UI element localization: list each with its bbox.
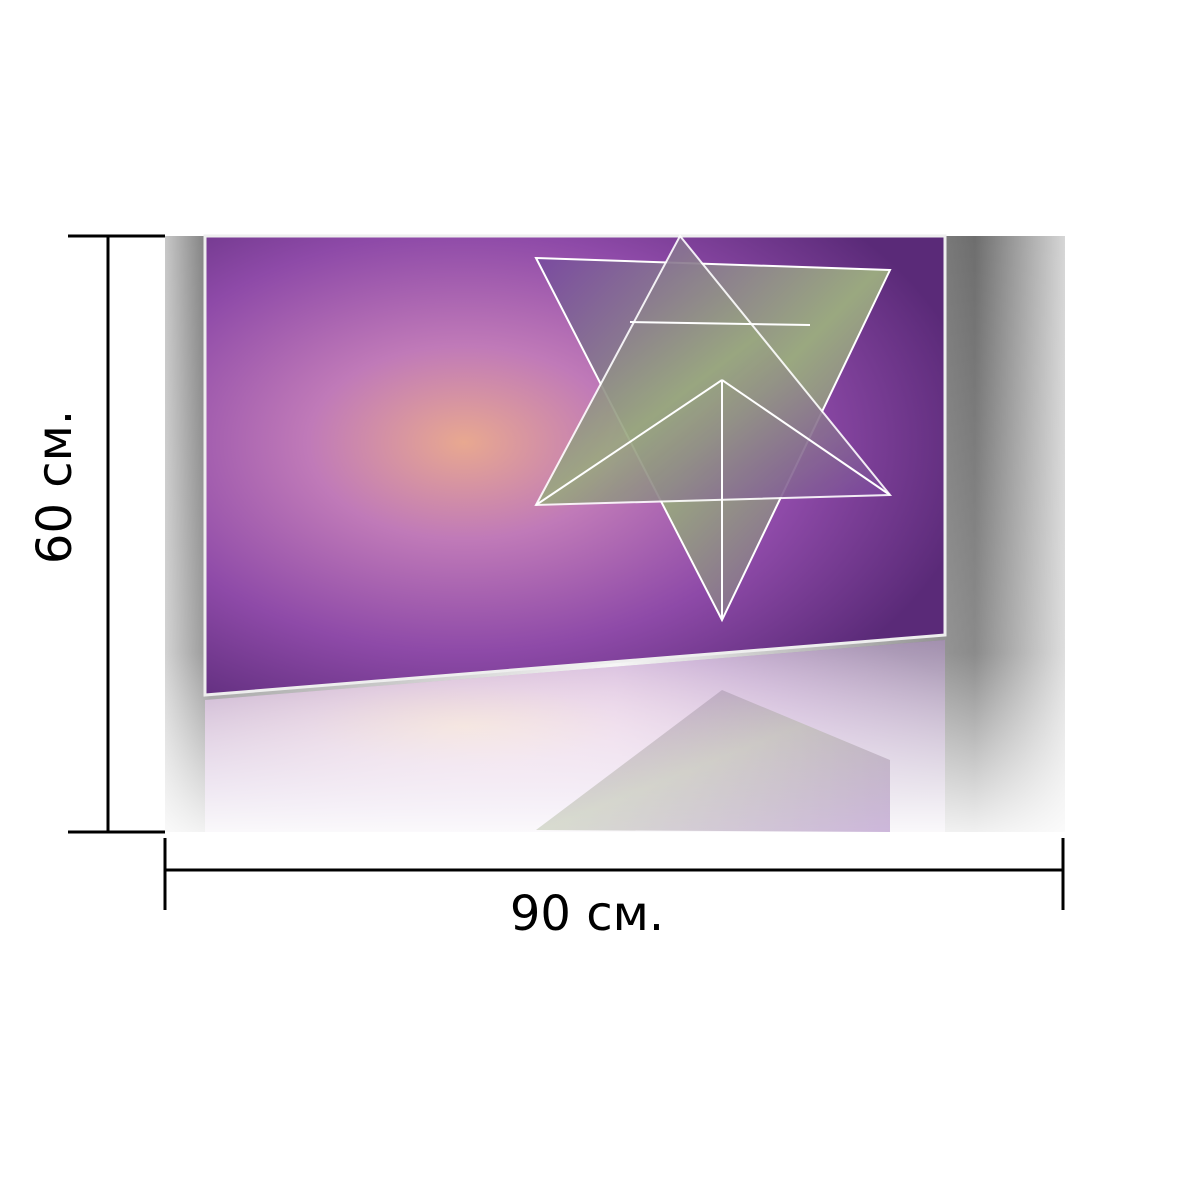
canvas-mockup xyxy=(165,234,1065,832)
width-label: 90 см. xyxy=(510,886,664,942)
width-dimension: 90 см. xyxy=(163,838,1065,942)
height-dimension: 60 см. xyxy=(27,234,165,834)
height-label: 60 см. xyxy=(27,410,83,564)
